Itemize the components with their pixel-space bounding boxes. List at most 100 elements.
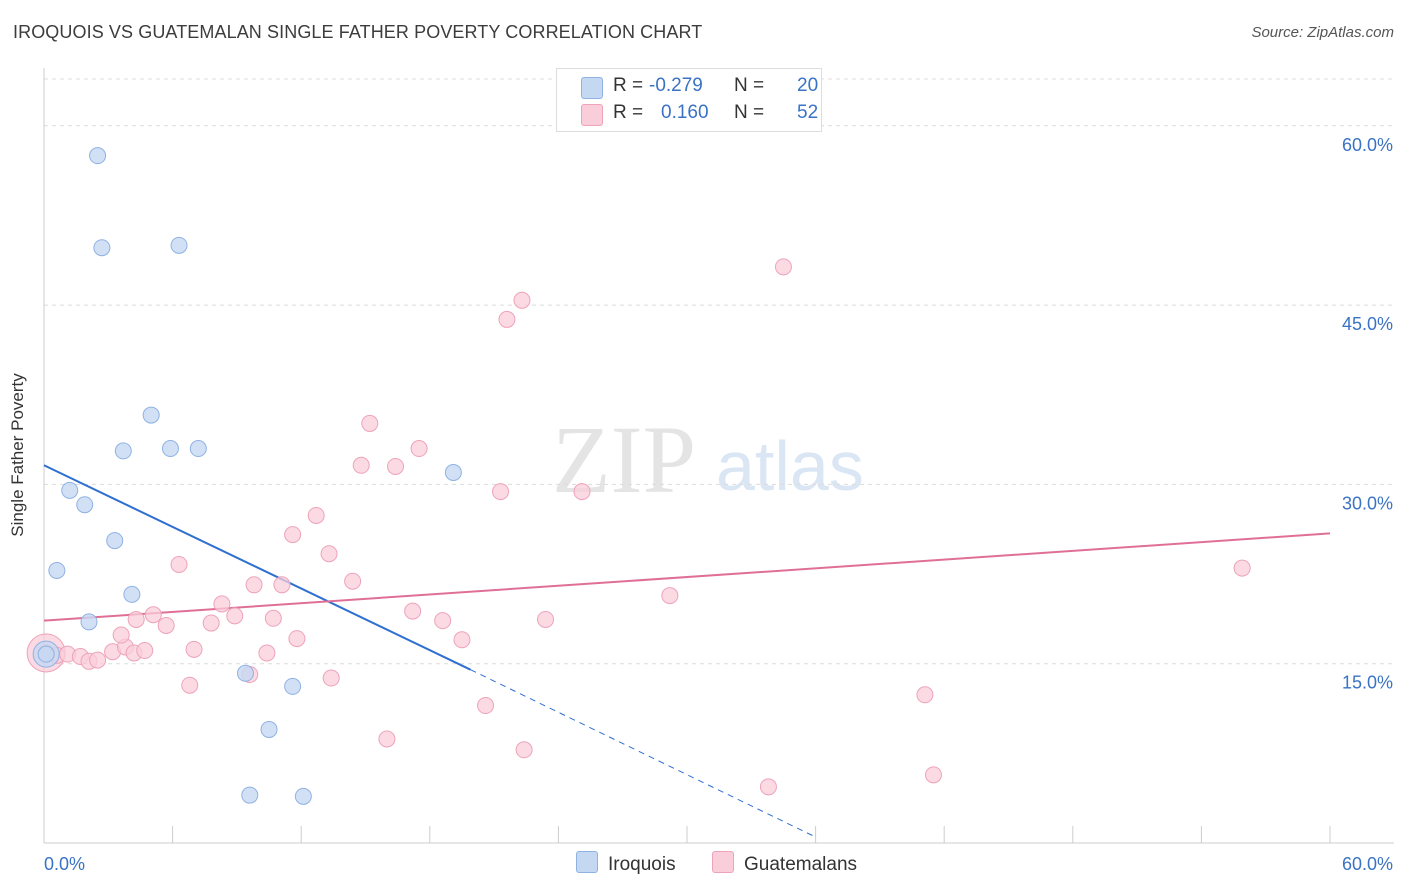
guatemalan-point: [112, 626, 130, 644]
legend: R = -0.279 N = 20 R = 0.160 N = 52: [556, 68, 822, 132]
guatemalan-point: [136, 642, 154, 660]
guatemalan-point: [307, 506, 325, 524]
guatemalan-point: [185, 640, 203, 658]
guatemalan-point: [387, 457, 405, 475]
data-points: [26, 147, 1251, 805]
legend-r-value-guatemalans: 0.160: [661, 102, 709, 123]
guatemalan-point: [284, 526, 302, 544]
guatemalan-point: [1233, 559, 1251, 577]
iroquois-trend-extension: [470, 669, 816, 838]
guatemalan-point: [144, 606, 162, 624]
guatemalan-point: [513, 291, 531, 309]
guatemalan-point: [213, 595, 231, 613]
guatemalan-point: [515, 741, 533, 759]
iroquois-point: [241, 786, 259, 804]
legend-r-value-iroquois: -0.279: [649, 75, 703, 96]
iroquois-swatch: [581, 77, 603, 99]
guatemalan-point: [492, 483, 510, 501]
y-axis-label: Single Father Poverty: [8, 373, 27, 537]
iroquois-point: [189, 440, 207, 458]
iroquois-point: [294, 787, 312, 805]
iroquois-point: [123, 585, 141, 603]
guatemalan-point: [344, 572, 362, 590]
guatemalan-point: [157, 616, 175, 634]
guatemalan-point: [916, 686, 934, 704]
guatemalan-point: [759, 778, 777, 796]
gridlines: [44, 78, 1394, 665]
iroquois-point: [444, 463, 462, 481]
iroquois-point: [76, 496, 94, 514]
guatemalan-point: [573, 483, 591, 501]
y-tick-label: 30.0%: [1342, 493, 1393, 513]
iroquois-point: [170, 236, 188, 254]
tick-labels: 15.0% 30.0% 45.0% 60.0% 0.0% 60.0%: [44, 135, 1393, 874]
guatemalan-point: [288, 630, 306, 648]
chart-title: IROQUOIS VS GUATEMALAN SINGLE FATHER POV…: [13, 22, 703, 42]
iroquois-point: [114, 442, 132, 460]
trend-lines: [43, 464, 1331, 838]
guatemalan-point: [924, 766, 942, 784]
guatemalan-point: [404, 602, 422, 620]
axes: [43, 68, 1394, 844]
guatemalan-point: [378, 730, 396, 748]
iroquois-point: [61, 481, 79, 499]
guatemalan-point: [320, 545, 338, 563]
watermark: ZIP atlas: [552, 406, 864, 513]
iroquois-point: [89, 147, 107, 165]
iroquois-point: [93, 239, 111, 257]
iroquois-point: [161, 440, 179, 458]
iroquois-point: [260, 720, 278, 738]
y-tick-label: 60.0%: [1342, 135, 1393, 155]
guatemalan-point: [352, 456, 370, 474]
guatemalan-point: [170, 555, 188, 573]
y-tick-label: 15.0%: [1342, 673, 1393, 693]
guatemalan-point: [322, 669, 340, 687]
x-tick-label: 0.0%: [44, 854, 85, 874]
guatemalan-point: [774, 258, 792, 276]
legend-n-label: N =: [734, 102, 765, 123]
guatemalan-legend-label: Guatemalans: [744, 854, 858, 875]
bottom-legend-guatemalans: Guatemalans: [712, 851, 857, 876]
iroquois-trend-line: [43, 464, 471, 671]
iroquois-point: [48, 561, 66, 579]
guatemalan-point: [661, 587, 679, 605]
guatemalan-point: [226, 607, 244, 625]
guatemalan-trend-line: [43, 532, 1331, 622]
x-tick-label: 60.0%: [1342, 854, 1393, 874]
source-label: Source: ZipAtlas.com: [1251, 24, 1394, 41]
guatemalan-point: [434, 612, 452, 630]
iroquois-legend-label: Iroquois: [608, 854, 676, 875]
iroquois-legend-swatch: [576, 851, 598, 873]
guatemalan-point: [477, 697, 495, 715]
iroquois-point: [142, 406, 160, 424]
iroquois-point: [236, 664, 254, 682]
watermark-atlas: atlas: [716, 427, 864, 505]
iroquois-point: [80, 613, 98, 631]
guatemalan-legend-swatch: [712, 851, 734, 873]
guatemalan-point: [258, 644, 276, 662]
guatemalan-point: [537, 610, 555, 628]
y-tick-label: 45.0%: [1342, 314, 1393, 334]
guatemalan-point: [89, 651, 107, 669]
guatemalan-point: [181, 676, 199, 694]
bottom-legend-iroquois: Iroquois: [576, 851, 676, 876]
iroquois-point: [106, 532, 124, 550]
legend-n-value-guatemalans: 52: [797, 102, 819, 123]
guatemalan-point: [361, 414, 379, 432]
legend-n-label: N =: [734, 75, 765, 96]
legend-r-label: R =: [613, 102, 644, 123]
legend-n-value-iroquois: 20: [797, 75, 819, 96]
guatemalan-point: [273, 576, 291, 594]
guatemalan-point: [127, 610, 145, 628]
iroquois-point: [37, 645, 55, 663]
legend-r-label: R =: [613, 75, 644, 96]
guatemalan-point: [245, 576, 263, 594]
iroquois-point: [284, 677, 302, 695]
guatemalan-point: [410, 440, 428, 458]
guatemalan-point: [453, 631, 471, 649]
watermark-zip: ZIP: [552, 406, 696, 513]
guatemalan-swatch: [581, 104, 603, 126]
guatemalan-point: [264, 609, 282, 627]
guatemalan-point: [202, 614, 220, 632]
